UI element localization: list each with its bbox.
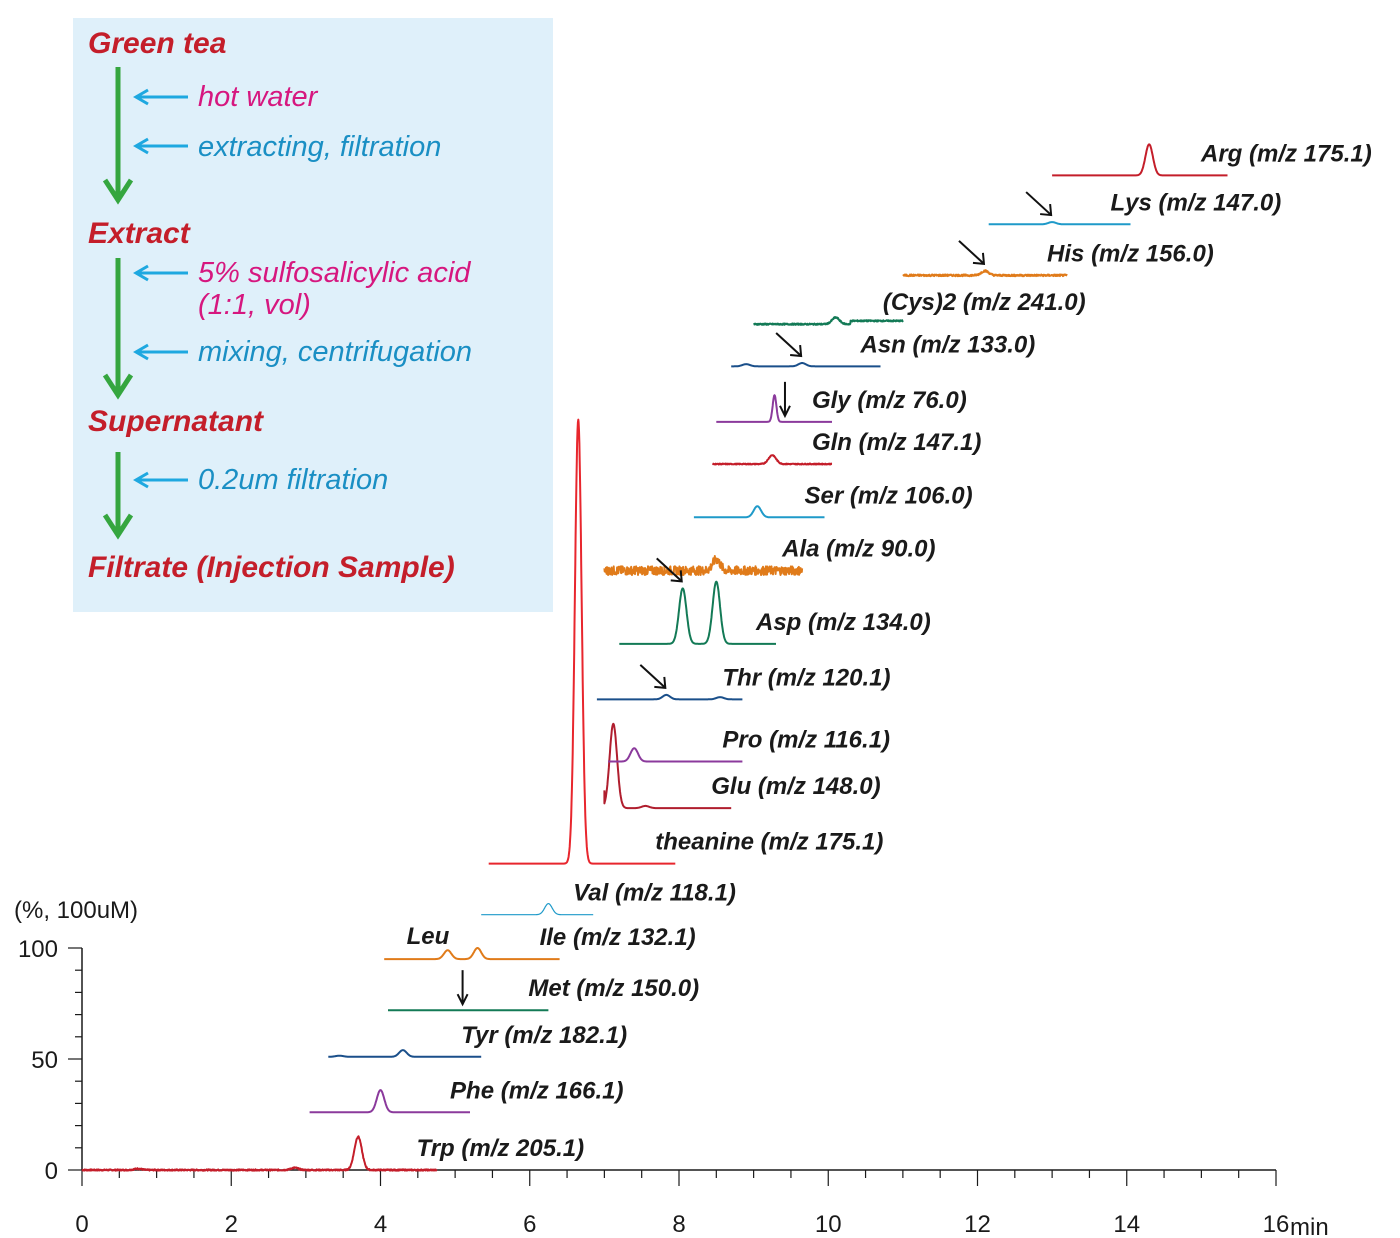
trace-labels: Trp (m/z 205.1) Phe (m/z 166.1) Tyr (m/z 1… <box>407 140 1372 1162</box>
annotation-arrow-head <box>790 344 803 358</box>
trace-label: Tyr (m/z 182.1) <box>461 1022 627 1049</box>
x-tick-label: 4 <box>374 1211 387 1238</box>
annotation-arrow <box>775 332 801 356</box>
step-mixing: mixing, centrifugation <box>198 336 472 368</box>
annotation-arrow-head <box>779 405 791 419</box>
trace-label: Asn (m/z 133.0) <box>859 331 1035 358</box>
trace-label: Asp (m/z 134.0) <box>755 609 931 636</box>
trace-line <box>712 454 833 466</box>
x-tick-label: 0 <box>75 1211 88 1238</box>
x-tick-label: 14 <box>1113 1211 1140 1238</box>
annotation-arrow-head <box>456 993 469 1007</box>
trace-line <box>693 505 826 519</box>
stage-supernatant: Supernatant <box>88 405 265 438</box>
trace-line <box>327 1049 482 1058</box>
y-tick-label: 100 <box>18 936 58 963</box>
trace-label: (Cys)2 (m/z 241.0) <box>883 289 1086 316</box>
trace-label: theanine (m/z 175.1) <box>655 829 883 856</box>
trace-label: Gly (m/z 76.0) <box>812 387 967 414</box>
step-ratio: (1:1, vol) <box>198 289 311 321</box>
trace-label-extra: Leu <box>407 923 450 950</box>
trace-line <box>488 418 676 865</box>
y-tick-label: 50 <box>31 1047 58 1074</box>
trace-line <box>730 362 882 368</box>
flowchart-arrows <box>102 67 188 540</box>
trace-label: Phe (m/z 166.1) <box>450 1077 623 1104</box>
annotation-arrow <box>656 557 682 582</box>
trace-line <box>481 903 594 916</box>
trace-label: Met (m/z 150.0) <box>528 975 699 1002</box>
trace-line <box>81 1135 438 1172</box>
annotation-arrow-head <box>670 570 683 583</box>
trace-label: Val (m/z 118.1) <box>573 880 736 907</box>
trace-line <box>715 394 833 423</box>
x-tick-label: 16 <box>1263 1211 1290 1238</box>
trace-label: Lys (m/z 147.0) <box>1110 189 1281 216</box>
stage-extract: Extract <box>88 217 192 250</box>
step-extracting: extracting, filtration <box>198 131 441 163</box>
trace-label: Ala (m/z 90.0) <box>781 536 935 563</box>
input-arrow-head <box>133 88 149 106</box>
trace-line <box>607 747 744 763</box>
trace-line <box>618 580 777 645</box>
input-arrow-head <box>133 471 149 489</box>
trace-line <box>603 555 804 576</box>
annotation-arrow <box>1025 191 1051 215</box>
trace-label: Thr (m/z 120.1) <box>722 664 890 691</box>
stage-green-tea: Green tea <box>88 27 226 60</box>
x-tick-label: 6 <box>523 1211 536 1238</box>
process-arrow-head <box>102 178 134 205</box>
annotation-arrow-head <box>654 676 667 690</box>
step-hot-water: hot water <box>198 81 319 113</box>
sample-prep-flowchart: Green tea Extract Supernatant Filtrate (… <box>73 18 553 612</box>
trace-line <box>753 316 904 326</box>
trace-label: His (m/z 156.0) <box>1047 240 1214 267</box>
process-arrow-head <box>102 373 134 400</box>
annotation-arrow <box>958 240 984 264</box>
step-filtration: 0.2um filtration <box>198 464 388 496</box>
axes: 0 2 4 6 8 10 12 14 16 0 50 100 <box>18 936 1289 1238</box>
input-arrow-head <box>133 137 149 155</box>
y-tick-label: 0 <box>45 1158 58 1185</box>
annotation-arrow-head <box>1040 203 1053 217</box>
trace-label: Ile (m/z 132.1) <box>540 924 696 951</box>
x-tick-label: 8 <box>672 1211 685 1238</box>
chromatogram-traces <box>81 143 1229 1172</box>
input-arrow-head <box>133 264 149 282</box>
trace-label: Trp (m/z 205.1) <box>416 1135 584 1162</box>
trace-line <box>596 693 744 701</box>
flowchart-box <box>73 18 553 612</box>
y-axis-title: (%, 100uM) <box>14 897 138 924</box>
annotation-arrows <box>456 191 1053 1007</box>
trace-label: Glu (m/z 148.0) <box>711 773 880 800</box>
process-arrow-head <box>102 513 134 540</box>
trace-label: Arg (m/z 175.1) <box>1200 140 1372 167</box>
trace-label: Gln (m/z 147.1) <box>812 429 981 456</box>
trace-label: Ser (m/z 106.0) <box>805 482 973 509</box>
x-tick-label: 12 <box>964 1211 991 1238</box>
trace-line <box>383 947 561 961</box>
input-arrow-head <box>133 343 149 361</box>
x-axis-unit: min <box>1290 1214 1329 1238</box>
annotation-arrow <box>639 664 665 688</box>
trace-line <box>988 221 1132 226</box>
step-sulfosalicylic: 5% sulfosalicylic acid <box>198 257 471 289</box>
annotation-arrow-head <box>972 252 986 266</box>
trace-line <box>902 269 1068 278</box>
trace-label: Pro (m/z 116.1) <box>722 727 890 754</box>
trace-line <box>603 722 732 810</box>
stage-filtrate: Filtrate (Injection Sample) <box>88 551 455 584</box>
x-tick-label: 10 <box>815 1211 842 1238</box>
trace-line <box>309 1089 471 1114</box>
trace-line <box>1051 143 1229 177</box>
x-tick-label: 2 <box>225 1211 238 1238</box>
